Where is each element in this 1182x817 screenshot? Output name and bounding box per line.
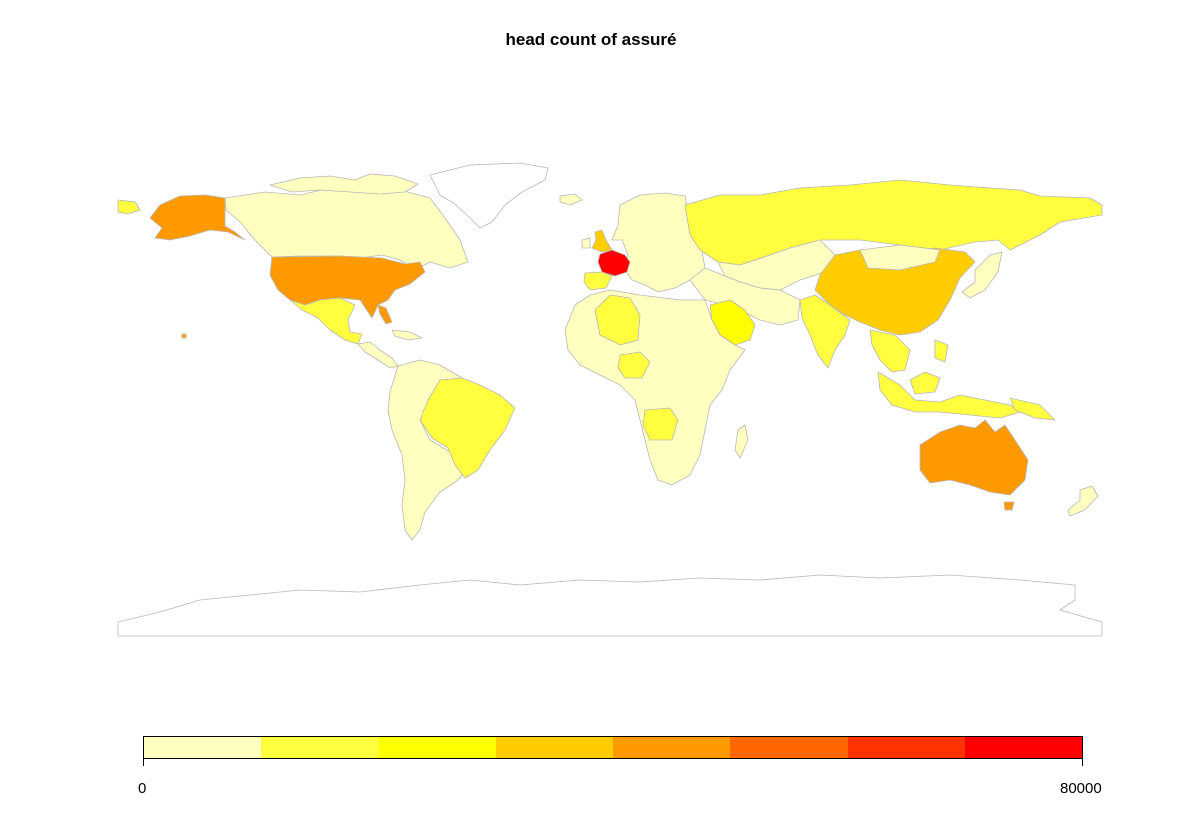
region-uk [591,229,613,253]
region-central-america [357,341,399,369]
region-mongolia [859,244,941,271]
region-brazil [419,377,516,479]
region-usa-hawaii [181,333,187,339]
region-australia [919,419,1029,496]
legend-swatch [964,737,1082,758]
region-usa-florida [377,304,393,325]
legend-tick-max [1082,759,1083,766]
region-papua [1009,397,1056,421]
legend-max-label: 80000 [1060,780,1102,797]
region-philippines [934,339,949,363]
legend-swatch [261,737,379,758]
legend-swatch [613,737,731,758]
region-borneo [909,371,941,395]
region-canada-islands [269,173,419,195]
legend-tick-min [143,759,144,766]
legend-colorbar [143,736,1083,759]
legend-swatch [730,737,848,758]
region-ireland [581,237,591,249]
region-iceland [559,193,583,206]
region-russia-west-tip [117,199,141,215]
region-japan [961,251,1003,299]
region-nigeria [617,351,651,379]
legend-swatch [144,737,262,758]
legend-swatch [847,737,965,758]
region-caribbean [391,329,423,341]
region-spain [583,271,613,291]
region-mexico [289,297,363,345]
region-france [597,249,631,277]
region-europe [611,192,706,293]
region-antarctica [117,574,1103,637]
region-indonesia [877,371,1021,419]
map-title: head count of assuré [505,30,677,49]
region-madagascar [734,424,749,459]
legend-swatch [378,737,496,758]
region-tasmania [1003,501,1015,511]
region-india [799,294,851,369]
legend-min-label: 0 [138,780,147,797]
region-new-zealand [1067,485,1099,517]
region-alaska [149,194,246,241]
legend-swatch [495,737,613,758]
region-greenland [429,162,549,229]
region-angola [642,407,679,441]
region-southeast-asia [869,329,911,373]
region-algeria [594,294,641,346]
